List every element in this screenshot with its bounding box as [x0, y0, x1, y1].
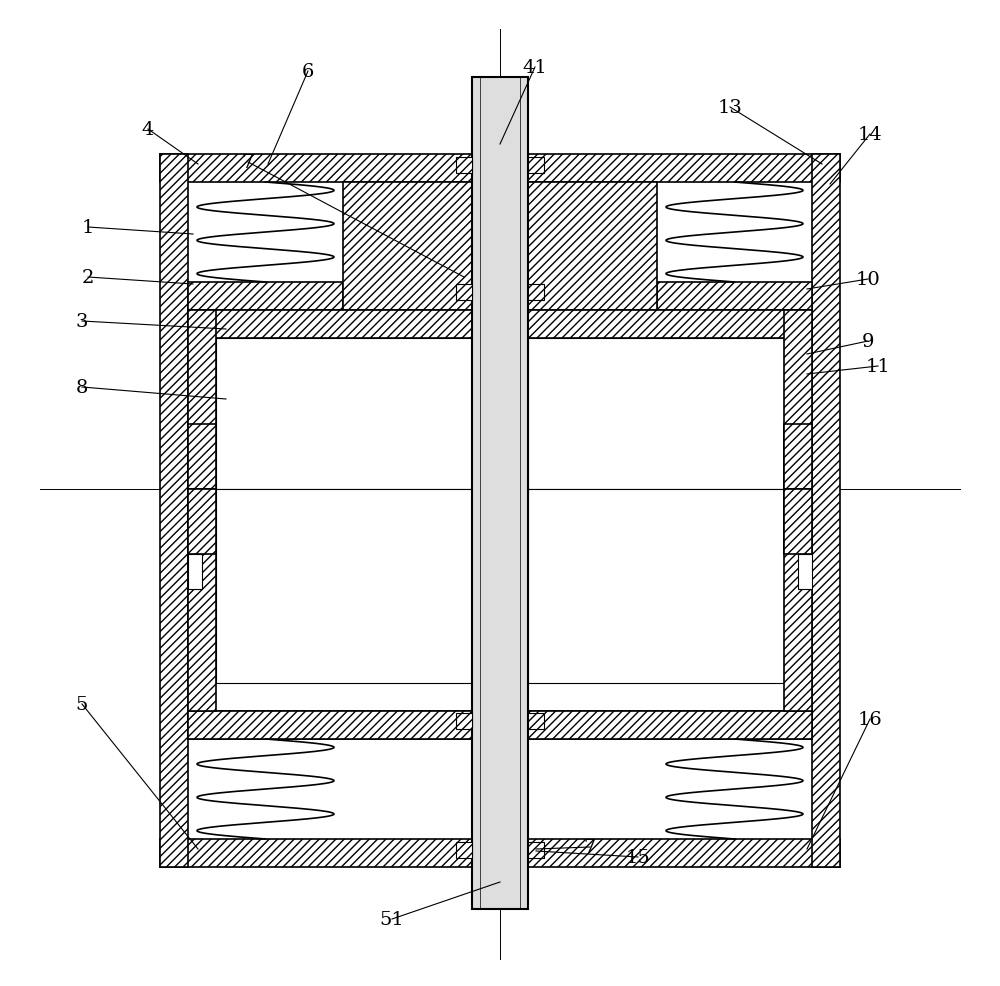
Polygon shape	[784, 425, 812, 489]
Bar	[188, 489, 202, 525]
Text: 8: 8	[76, 379, 88, 396]
Polygon shape	[784, 489, 812, 554]
Bar	[784, 425, 812, 489]
Text: 6: 6	[302, 63, 314, 81]
Bar	[528, 713, 544, 730]
Bar	[528, 182, 657, 311]
Polygon shape	[188, 489, 216, 554]
Bar	[456, 713, 472, 730]
Bar	[528, 489, 784, 683]
Text: 9: 9	[862, 332, 874, 351]
Bar	[188, 489, 216, 711]
Bar	[528, 285, 544, 301]
Bar	[528, 842, 544, 858]
Bar	[528, 158, 544, 174]
Bar	[188, 554, 202, 590]
Bar	[784, 489, 812, 711]
Text: 7: 7	[242, 154, 254, 172]
Text: 5: 5	[76, 695, 88, 713]
Bar	[188, 283, 343, 311]
Text: 10: 10	[856, 271, 880, 289]
Text: 11: 11	[866, 358, 890, 376]
Bar	[528, 338, 784, 489]
Text: 15: 15	[626, 848, 650, 866]
Bar	[657, 283, 812, 311]
Bar	[188, 489, 216, 554]
Text: 2: 2	[82, 269, 94, 287]
Bar	[343, 711, 472, 740]
Bar	[160, 155, 840, 182]
Polygon shape	[188, 425, 216, 489]
Bar	[528, 711, 812, 740]
Bar	[456, 285, 472, 301]
Text: 13: 13	[718, 99, 742, 117]
Bar	[216, 338, 472, 489]
Text: 16: 16	[858, 710, 882, 729]
Bar	[160, 155, 188, 867]
Bar	[798, 489, 812, 525]
Bar	[472, 78, 528, 909]
Bar	[657, 711, 812, 740]
Text: 3: 3	[76, 313, 88, 330]
Bar	[160, 839, 840, 867]
Bar	[188, 311, 472, 338]
Bar	[784, 311, 812, 489]
Text: 7: 7	[584, 838, 596, 856]
Bar	[216, 489, 472, 683]
Bar	[188, 711, 472, 740]
Bar	[456, 842, 472, 858]
Text: 4: 4	[142, 121, 154, 139]
Text: 1: 1	[82, 219, 94, 237]
Bar	[188, 311, 216, 489]
Bar	[798, 554, 812, 590]
Bar	[528, 311, 812, 338]
Bar	[188, 425, 216, 489]
Bar	[343, 182, 472, 311]
Bar	[812, 155, 840, 867]
Text: 51: 51	[380, 910, 404, 928]
Text: 14: 14	[858, 126, 882, 144]
Text: 41: 41	[523, 59, 547, 77]
Bar	[188, 711, 343, 740]
Bar	[456, 158, 472, 174]
Bar	[784, 489, 812, 554]
Bar	[528, 711, 657, 740]
